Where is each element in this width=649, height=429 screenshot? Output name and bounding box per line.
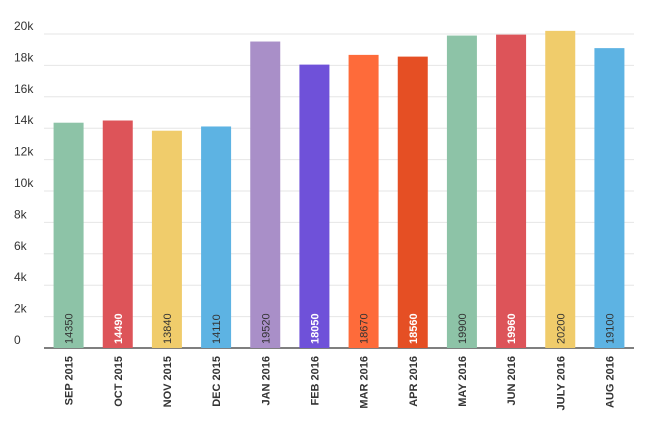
- bar: [102, 120, 133, 348]
- y-tick-label: 20k: [14, 19, 34, 33]
- x-tick-label: SEP 2015: [64, 356, 76, 405]
- bar-value-label: 19960: [506, 313, 518, 344]
- x-tick-label: OCT 2015: [113, 356, 125, 407]
- x-axis: SEP 2015 OCT 2015 NOV 2015 DEC 2015 JAN 2016…: [64, 356, 617, 410]
- y-tick-label: 0: [14, 333, 21, 347]
- x-tick-label: JUN 2016: [506, 356, 518, 406]
- x-tick-label: JULY 2016: [555, 356, 567, 410]
- bar-value-label: 14490: [113, 313, 125, 344]
- bar: [545, 30, 576, 349]
- bar: [397, 56, 428, 348]
- bar: [446, 35, 477, 348]
- bar: [53, 122, 84, 348]
- x-tick-label: MAY 2016: [457, 356, 469, 407]
- bar-value-label: 18050: [309, 313, 321, 344]
- y-tick-label: 6k: [14, 239, 28, 253]
- y-tick-label: 16k: [14, 82, 34, 96]
- bars: 14350 14490 13840 14110 19520 18050 18670 18560…: [53, 30, 625, 349]
- y-axis: 0 2k 4k 6k 8k 10k 12k 14k 16k 18k 20k: [14, 19, 34, 347]
- bar: [299, 64, 330, 349]
- bar-value-label: 19900: [457, 313, 469, 344]
- bar-value-label: 19520: [260, 313, 272, 344]
- bar-value-label: 18670: [359, 313, 371, 344]
- y-tick-label: 12k: [14, 145, 34, 159]
- bar: [594, 48, 625, 348]
- y-tick-label: 8k: [14, 207, 28, 221]
- x-tick-label: MAR 2016: [359, 356, 371, 409]
- y-tick-label: 14k: [14, 113, 34, 127]
- bar: [250, 41, 281, 348]
- y-tick-label: 2k: [14, 302, 28, 316]
- bar-value-label: 20200: [555, 313, 567, 344]
- bar: [151, 130, 182, 348]
- y-tick-label: 4k: [14, 270, 28, 284]
- x-tick-label: FEB 2016: [309, 356, 321, 406]
- x-tick-label: APR 2016: [408, 356, 420, 407]
- x-tick-label: DEC 2015: [211, 356, 223, 407]
- x-tick-label: JAN 2016: [260, 356, 272, 406]
- bar-value-label: 14110: [211, 314, 223, 344]
- bar: [201, 126, 232, 349]
- bar-value-label: 13840: [162, 313, 174, 344]
- y-tick-label: 18k: [14, 50, 34, 64]
- bar-value-label: 14350: [64, 313, 76, 344]
- bar-value-label: 18560: [408, 313, 420, 344]
- y-tick-label: 10k: [14, 176, 34, 190]
- bar: [496, 34, 527, 349]
- grid-lines: [44, 33, 634, 349]
- bar-value-label: 19100: [604, 313, 616, 344]
- x-tick-label: AUG 2016: [604, 356, 616, 408]
- x-tick-label: NOV 2015: [162, 356, 174, 407]
- bar: [348, 54, 379, 348]
